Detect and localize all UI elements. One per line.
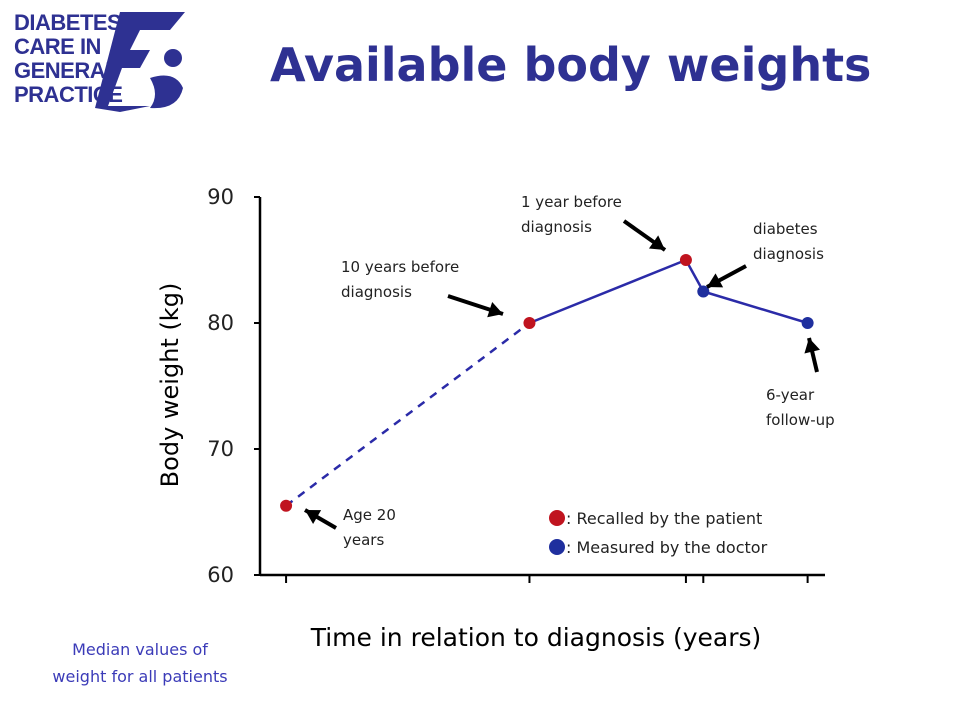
data-point [697,285,710,298]
logo-line-3: GENERAL [14,58,119,83]
logo-line-4: PRACTICE [14,82,123,107]
data-point [280,499,293,512]
logo: DIABETES CARE IN GENERAL PRACTICE [0,0,200,120]
footnote-line-2: weight for all patients [52,667,228,686]
annotation-label: diagnosis [753,245,824,263]
logo-line-2: CARE IN [14,34,101,59]
annotation-label: Age 20 [343,506,396,524]
y-axis-label: Body weight (kg) [156,283,184,488]
annotation-label: years [343,531,384,549]
x-axis-label: Time in relation to diagnosis (years) [310,623,762,652]
arrow-head-icon [648,235,665,250]
logo-mark-icon [95,12,185,112]
chart-legend: : Recalled by the patient : Measured by t… [549,509,768,557]
chart-axes [254,196,825,583]
arrow-head-icon [487,302,503,318]
page-title: Available body weights [270,38,872,92]
annotation-label: 6-year [766,386,815,404]
arrow-head-icon [707,273,724,288]
y-tick-label: 80 [207,311,234,335]
y-tick-label: 90 [207,185,234,209]
annotation-label: diagnosis [341,283,412,301]
annotation-label: 10 years before [341,258,459,276]
y-tick-label: 60 [207,563,234,587]
annotation-label: 1 year before [521,193,622,211]
logo-line-1: DIABETES [14,10,122,35]
footnote-line-1: Median values of [72,640,208,659]
data-point [523,317,536,329]
legend-label: : Measured by the doctor [566,538,768,557]
series-segment [702,290,808,325]
legend-swatch [549,510,565,526]
arrow-head-icon [305,510,322,524]
legend-swatch [549,539,565,555]
series-segment [528,258,687,325]
legend-label: : Recalled by the patient [566,509,762,528]
footnote: Median values of weight for all patients [20,636,260,690]
annotation-label: diabetes [753,220,818,238]
arrow-head-icon [804,338,820,354]
chart-annotations: Age 20 years 10 years before diagnosis 1 yea… [303,193,835,549]
dashed-segment [285,322,531,507]
chart-series [280,254,814,512]
y-tick-label: 70 [207,437,234,461]
annotation-label: follow-up [766,411,835,429]
data-point [679,254,692,266]
y-tick-labels: 60 70 80 90 [207,185,234,587]
annotation-label: diagnosis [521,218,592,236]
data-point [801,317,814,329]
